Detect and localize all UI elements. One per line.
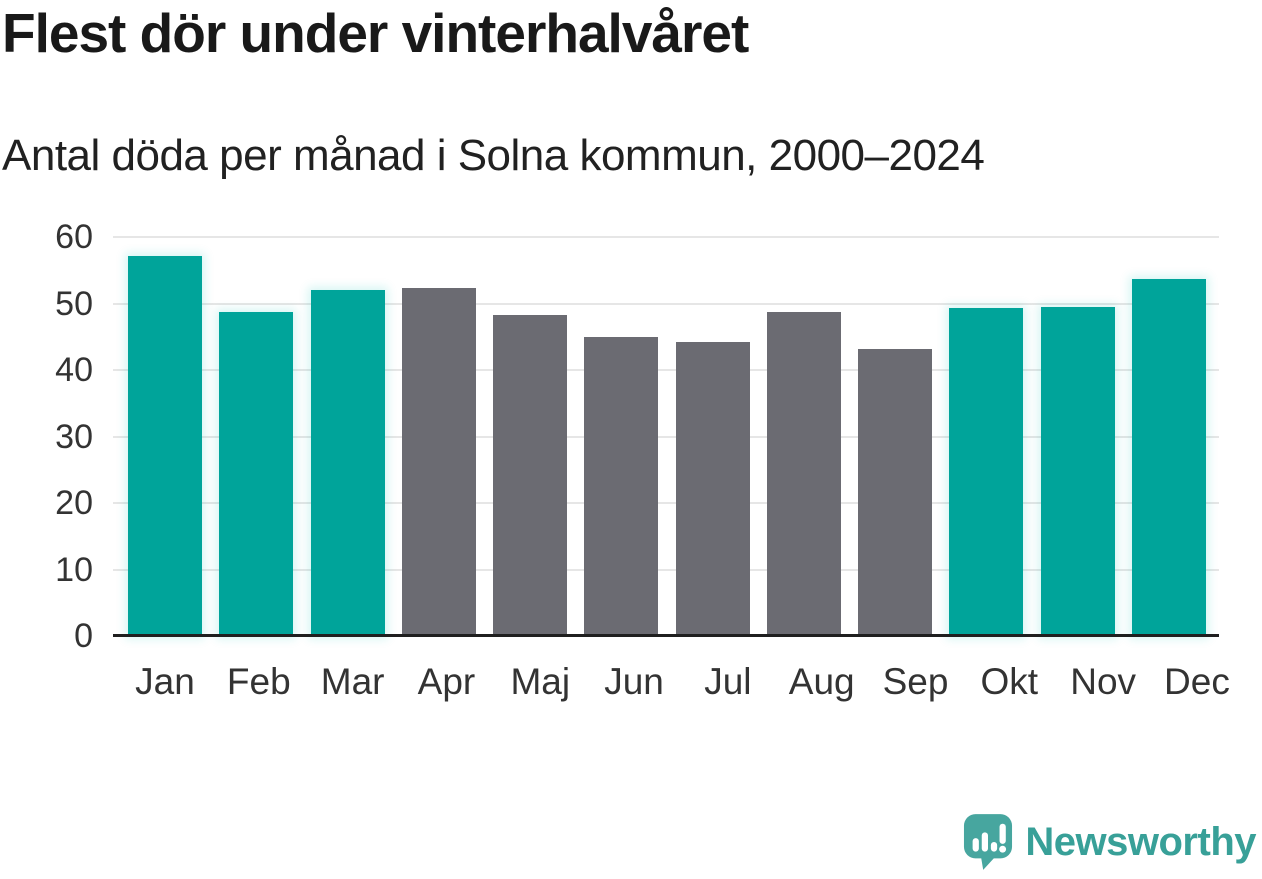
bar-feb [219,312,294,636]
bar-dec [1131,278,1206,636]
x-axis-line [113,634,1219,637]
x-tick-label-nov: Nov [1070,661,1137,702]
gridline-20 [113,502,1219,504]
x-tick-label-feb: Feb [226,661,291,702]
bar-jun [584,336,659,636]
gridline-40 [113,369,1219,371]
y-tick-label-0: 0 [74,617,93,655]
x-tick-label-mar: Mar [320,661,385,702]
newsworthy-logo-icon [964,814,1013,870]
chart-title: Flest dör under vinterhalvåret [2,2,749,64]
y-tick-label-10: 10 [55,550,93,589]
bar-sep [858,349,933,636]
x-tick-label-jan: Jan [135,661,195,702]
bar-apr [401,287,476,636]
bar-okt [949,308,1024,636]
bar-nov [1040,306,1115,636]
brand-footer: Newsworthy [963,813,1256,871]
x-tick-label-sep: Sep [882,661,949,702]
brand-name: Newsworthy [1025,819,1256,864]
x-tick-label-jul: Jul [704,661,752,702]
y-tick-label-50: 50 [55,284,93,323]
bar-jul [675,342,750,636]
y-tick-label-60: 60 [55,218,93,256]
gridline-30 [113,435,1219,438]
bar-jan [128,256,202,636]
x-tick-label-maj: Maj [510,661,571,702]
chart-subtitle: Antal döda per månad i Solna kommun, 200… [2,131,985,180]
x-tick-label-jun: Jun [604,661,664,702]
gridline-50 [113,302,1219,305]
bar-mar [310,290,385,636]
y-tick-label-40: 40 [55,351,93,389]
bars-row [113,237,1219,636]
y-tick-label-20: 20 [55,484,93,522]
bar-aug [766,312,841,636]
gridline-10 [113,568,1219,571]
x-tick-label-dec: Dec [1164,661,1230,702]
x-tick-label-okt: Okt [980,661,1039,702]
x-axis-labels: Jan Feb Mar Apr Maj Jun Jul Aug Sep Okt Nov Dec [113,658,1247,706]
x-tick-label-apr: Apr [417,661,476,702]
plot-area: 0 10 20 30 40 50 60 [55,220,1219,653]
bar-maj [493,314,568,636]
x-tick-label-aug: Aug [788,661,855,702]
gridline-60 [113,236,1219,238]
y-tick-label-30: 30 [55,417,93,456]
